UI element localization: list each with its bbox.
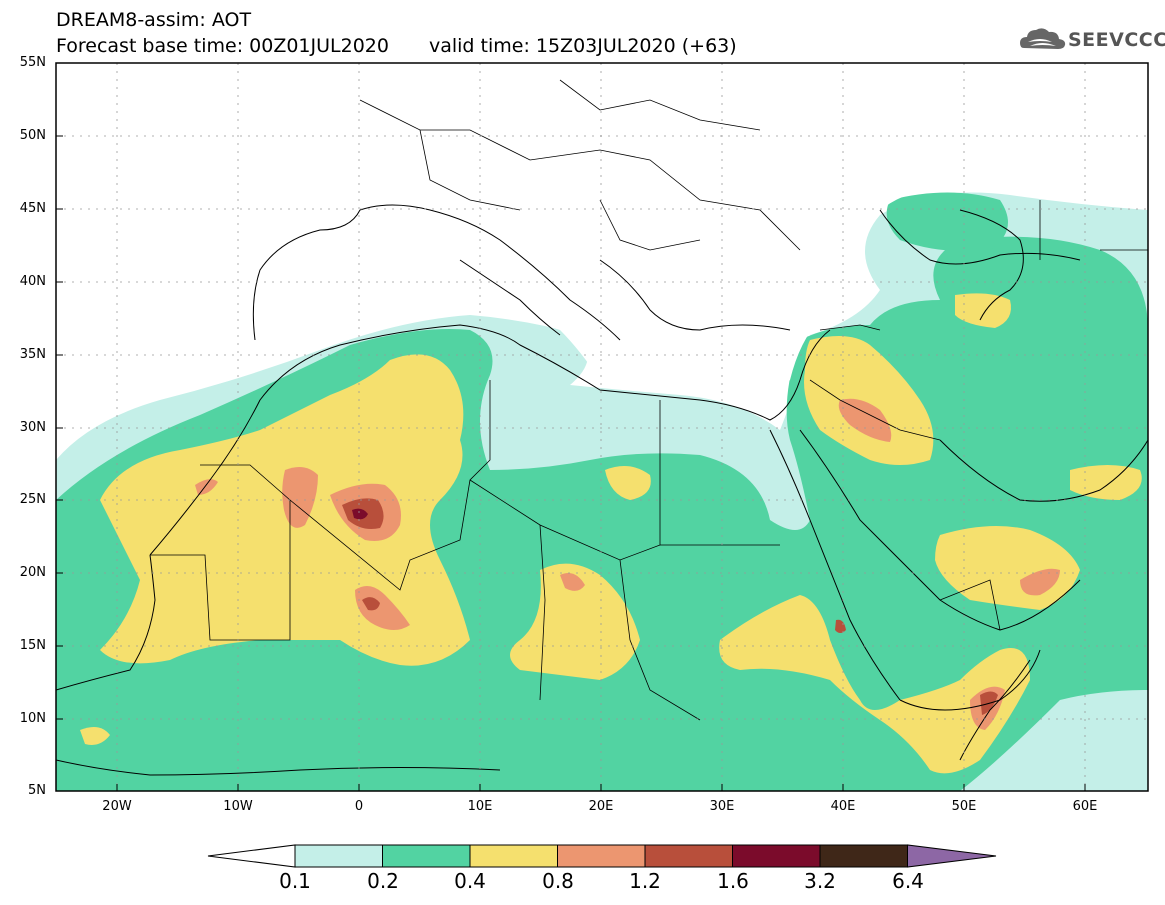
aot-level-0.4-iran [1070,465,1142,500]
map-frame [55,62,1149,792]
lat-label: 20N [19,565,46,580]
lat-label: 5N [28,783,46,798]
colorbar-label: 0.1 [279,869,311,893]
lat-label: 25N [19,492,46,507]
aot-level-0.4-iraq [804,336,934,465]
lon-label: 20W [102,799,132,814]
map-title: DREAM8-assim: AOT [56,9,252,31]
lat-label: 50N [19,128,46,143]
base-time: Forecast base time: 00Z01JUL2020 [56,35,389,57]
lon-label: 0 [354,799,364,814]
lat-label: 30N [19,420,46,435]
time-line: Forecast base time: 00Z01JUL2020 valid ti… [56,35,737,57]
colorbar-label: 6.4 [892,869,924,893]
coastlines [56,204,1148,776]
logo-text: SEEVCCC [1068,29,1165,51]
aot-field [56,63,1148,791]
colorbar-label: 3.2 [804,869,836,893]
aot-level-0.8-morocco [195,479,218,495]
aot-level-0.8-chad [560,572,585,591]
borders [150,79,1148,721]
aot-level-0.2-east [886,192,1008,252]
colorbar-label: 0.4 [454,869,486,893]
aot-level-0.4-caspian [955,293,1011,328]
lon-label: 10E [467,799,493,814]
cloud-icon [1020,28,1066,49]
lon-label: 60E [1072,799,1098,814]
lat-label: 15N [19,638,46,653]
colorbar-label: 1.6 [717,869,749,893]
lon-label: 30E [709,799,735,814]
lat-label: 55N [19,55,46,70]
ticks [56,135,1086,791]
lat-label: 45N [19,201,46,216]
colorbar-label: 0.8 [542,869,574,893]
aot-level-0.8-west [282,466,318,528]
valid-time: valid time: 15Z03JUL2020 (+63) [428,35,737,57]
colorbar-label: 0.2 [367,869,399,893]
lat-label: 40N [19,274,46,289]
aot-level-1.2-mali [362,597,380,611]
aot-level-0.8-mali [355,586,410,630]
clear-europe [200,63,1148,400]
grid [56,63,1148,791]
lon-label: 50E [951,799,977,814]
lat-label: 10N [19,711,46,726]
aot-level-1.6-algeria [352,508,368,520]
aot-level-0.8-iraq [838,398,892,442]
aot-level-0.4-sudan [719,595,1030,774]
lon-label: 40E [830,799,856,814]
aot-level-0.4-guinea [80,726,110,745]
colorbar-label: 1.2 [629,869,661,893]
lat-label: 35N [19,347,46,362]
lon-label: 20E [588,799,614,814]
lon-label: 10W [223,799,253,814]
aot-level-0.8-oman [1020,568,1060,596]
aot-level-0.4-libya [605,466,651,500]
